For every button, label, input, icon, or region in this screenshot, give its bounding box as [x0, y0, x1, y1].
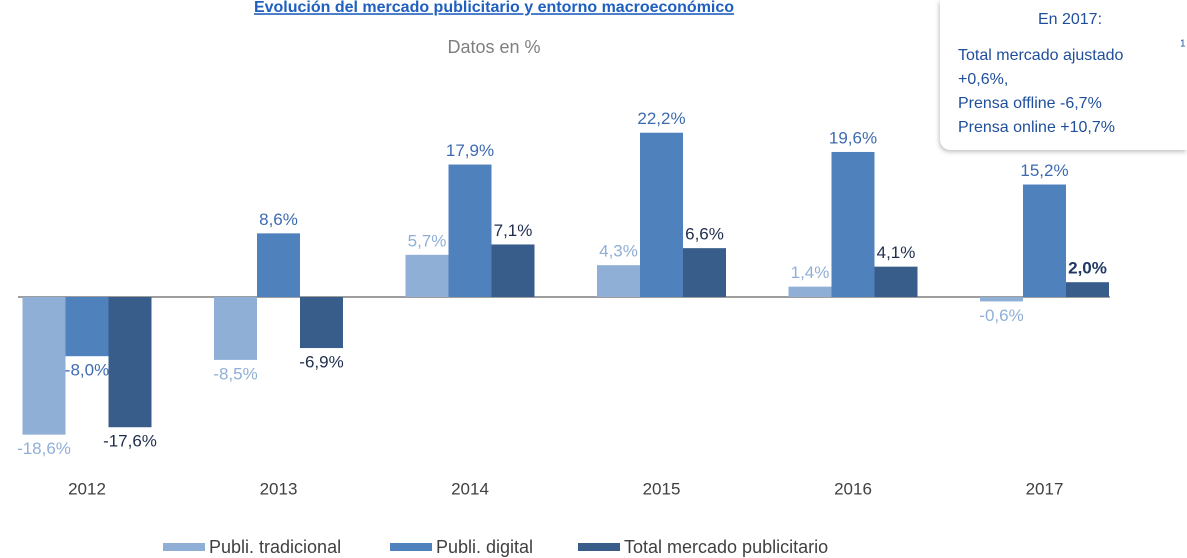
value-label: 5,7%: [408, 231, 447, 250]
legend-swatch: [163, 543, 205, 551]
value-label: -18,6%: [17, 439, 71, 458]
value-label: 19,6%: [829, 128, 877, 147]
value-label: 22,2%: [637, 109, 685, 128]
value-label: 4,3%: [599, 242, 638, 261]
legend-label: Total mercado publicitario: [624, 537, 828, 557]
value-label: -17,6%: [103, 432, 157, 451]
bar: [214, 297, 257, 360]
x-tick-label: 2016: [834, 479, 872, 498]
x-tick-label: 2014: [451, 479, 489, 498]
x-tick-label: 2017: [1026, 479, 1064, 498]
bar: [597, 265, 640, 297]
value-label: 6,6%: [685, 225, 724, 244]
value-label: 17,9%: [446, 141, 494, 160]
value-label: 2,0%: [1068, 259, 1107, 278]
bar: [831, 151, 875, 297]
bar: [788, 286, 832, 297]
value-label: 8,6%: [259, 210, 298, 229]
value-label: -8,5%: [213, 364, 257, 383]
value-label: 4,1%: [877, 243, 916, 262]
value-label: 15,2%: [1020, 161, 1068, 180]
annotation-line: Prensa offline -6,7%: [958, 95, 1102, 112]
annotation-superscript: 1: [1180, 39, 1186, 50]
legend-label: Publi. tradicional: [209, 537, 341, 557]
x-tick-label: 2015: [643, 479, 681, 498]
legend-label: Publi. digital: [436, 537, 533, 557]
bar: [257, 233, 300, 297]
x-tick-label: 2013: [260, 479, 298, 498]
value-label: -6,9%: [299, 353, 343, 372]
bar: [1023, 184, 1066, 297]
chart-title: Evolución del mercado publicitario y ent…: [254, 0, 734, 16]
annotation-line: Total mercado ajustado: [958, 47, 1124, 64]
annotation-line: En 2017:: [1038, 11, 1102, 28]
bar: [491, 244, 535, 297]
bar: [1066, 282, 1109, 297]
annotation-box: [940, 0, 1187, 150]
bar: [405, 254, 449, 297]
x-tick-label: 2012: [68, 479, 106, 498]
annotation-line: +0,6%,: [958, 71, 1008, 88]
bar: [65, 297, 109, 357]
value-label: 1,4%: [791, 263, 830, 282]
bar: [683, 248, 726, 297]
value-label: 7,1%: [494, 221, 533, 240]
legend-swatch: [390, 543, 432, 551]
value-label: -8,0%: [65, 361, 109, 380]
bar: [300, 297, 343, 349]
bar: [640, 132, 683, 297]
chart-subtitle: Datos en %: [447, 37, 540, 57]
bar: [980, 297, 1023, 302]
bar: [108, 297, 152, 428]
bar: [874, 266, 918, 297]
bar: [22, 297, 66, 435]
legend-swatch: [578, 543, 620, 551]
value-label: -0,6%: [979, 306, 1023, 325]
bar: [448, 164, 492, 297]
annotation-line: Prensa online +10,7%: [958, 119, 1115, 136]
